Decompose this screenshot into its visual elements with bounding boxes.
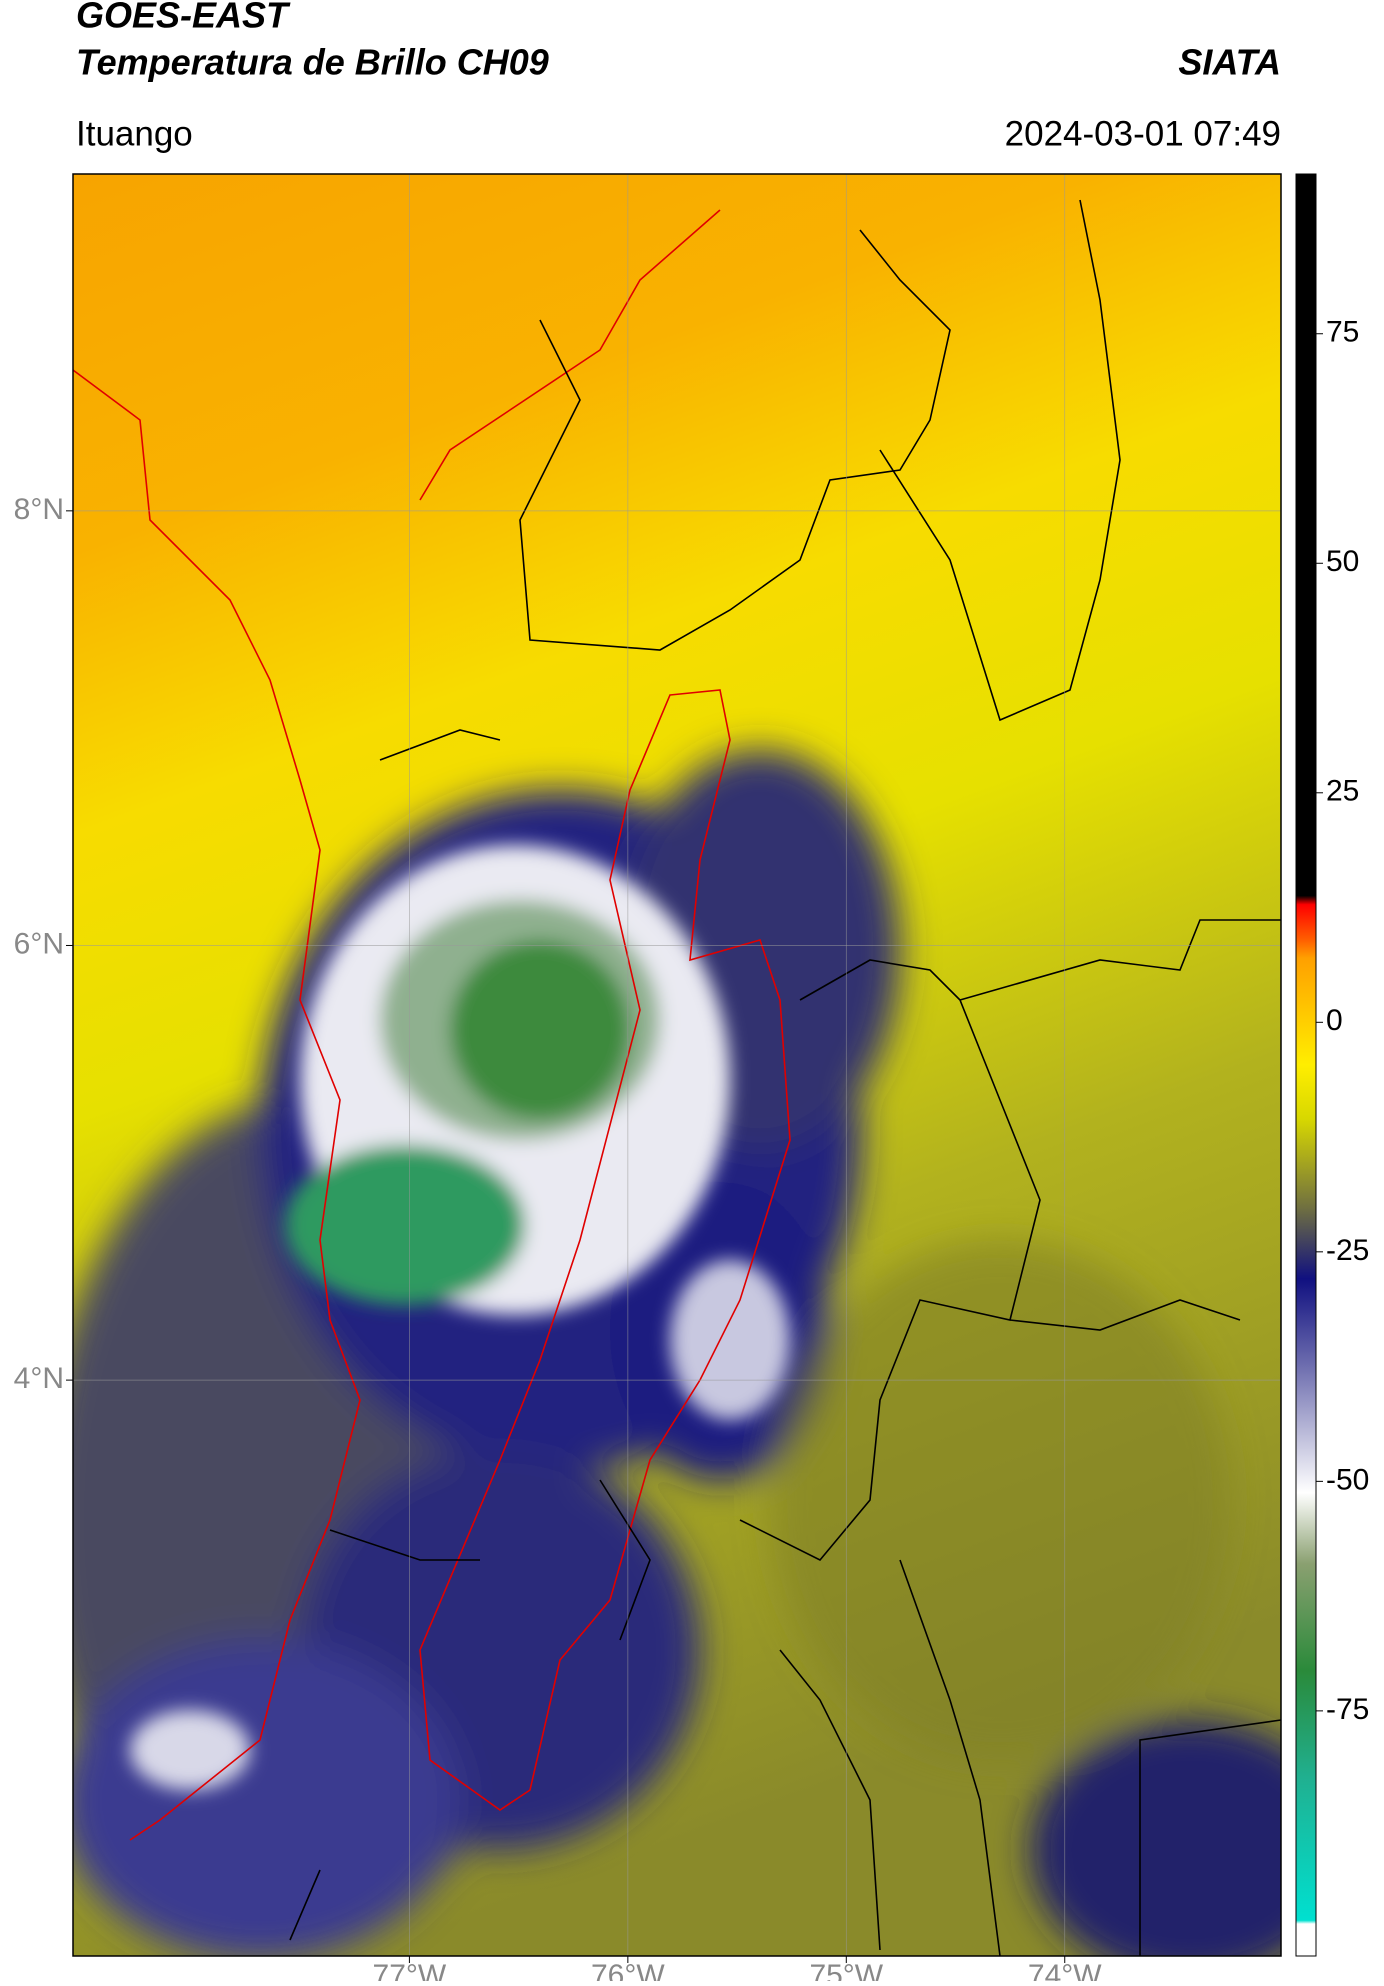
colorbar-tick-label: 0 [1326, 1004, 1343, 1037]
y-tick-label: 4°N [14, 1362, 64, 1395]
y-tick-label: 6°N [14, 927, 64, 960]
title: GOES-EAST [76, 0, 291, 36]
colorbar-tick-label: 50 [1326, 545, 1359, 578]
datetime: 2024-03-01 07:49 [1005, 114, 1281, 153]
colorbar-tick-label: 25 [1326, 775, 1359, 808]
location: Ituango [76, 114, 193, 153]
x-tick-label: 76°W [591, 1959, 665, 1981]
colorbar [1295, 173, 1317, 1957]
satellite-image [73, 174, 1281, 1956]
x-tick-label: 77°W [373, 1959, 447, 1981]
graticule [73, 174, 1281, 1956]
x-tick-label: 75°W [809, 1959, 883, 1981]
map-frame [72, 173, 1282, 1957]
source: SIATA [1178, 42, 1281, 83]
colorbar-tick-label: -25 [1326, 1234, 1369, 1267]
x-tick-label: 74°W [1028, 1959, 1102, 1981]
colorbar-tick-label: -50 [1326, 1463, 1369, 1496]
colorbar-tick-label: 75 [1326, 316, 1359, 349]
y-tick-label: 8°N [14, 493, 64, 526]
subtitle: Temperatura de Brillo CH09 [76, 42, 549, 83]
colorbar-tick-label: -75 [1326, 1693, 1369, 1726]
